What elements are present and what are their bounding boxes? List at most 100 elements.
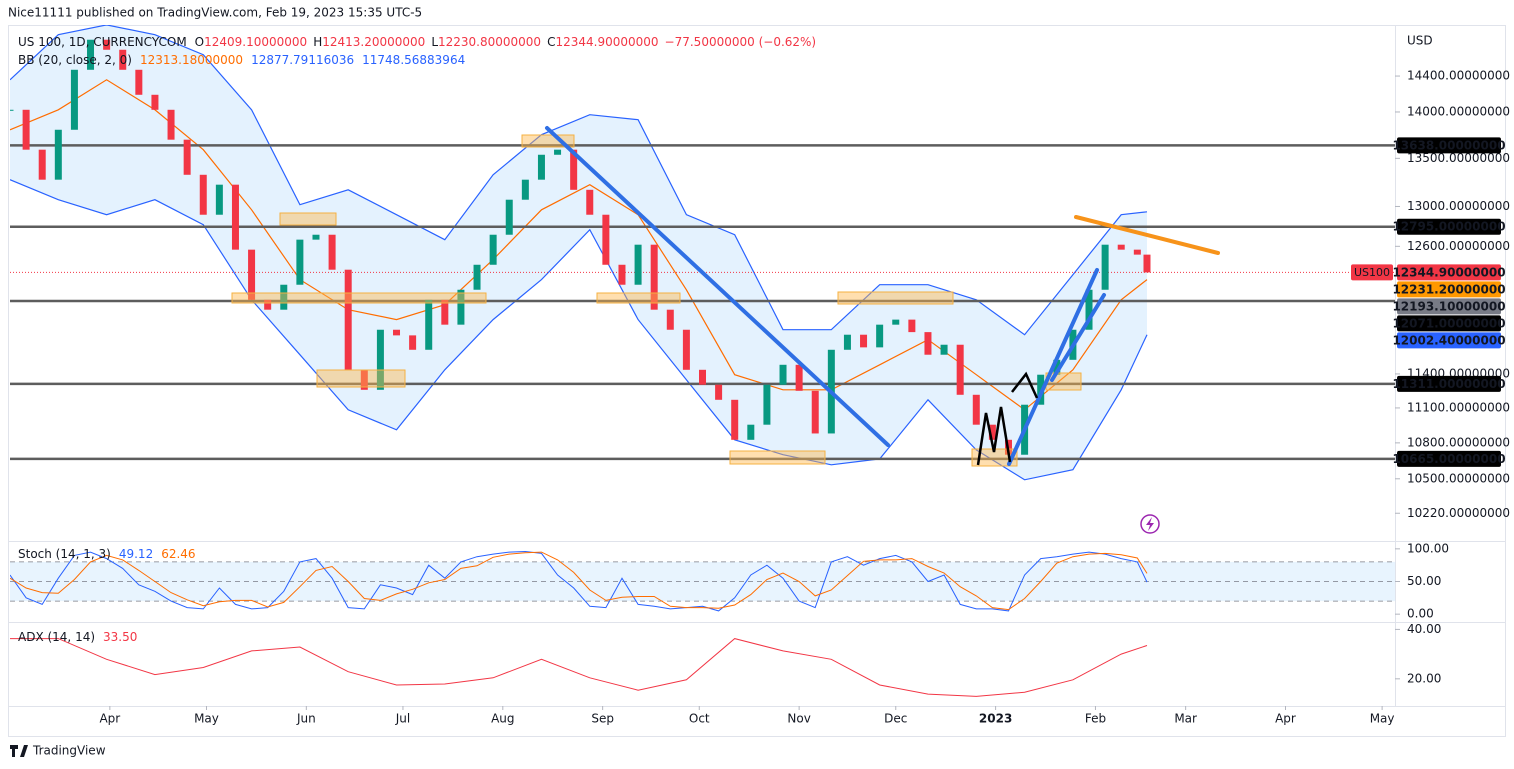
events-icon[interactable] [1140,514,1160,534]
candle [537,154,545,180]
candle [956,344,964,395]
price-label: 12193.10000000 [1392,299,1505,313]
x-tick-label: Sep [591,712,614,726]
y-tick-label: 50.00 [1407,574,1441,588]
candle [940,344,948,355]
adx-title: ADX (14, 14) [18,630,95,644]
price-label-bg [1397,375,1501,392]
pattern-line [1011,371,1039,399]
price-label-bg [1397,450,1501,467]
stoch-d-value: 62.46 [161,547,195,561]
indicator-line [10,551,1148,611]
candle [505,199,513,235]
x-tick-label: May [1370,712,1395,726]
y-tick-label: 100.00 [1407,541,1449,555]
candle [1101,244,1109,290]
brand-logo [10,745,28,757]
price-label-bg [1397,298,1501,315]
bb-value: 11748.56883964 [362,53,465,67]
candle [618,264,626,285]
indicator-line [10,550,1148,612]
candle [312,234,320,240]
candle [151,94,159,110]
stoch-k-value: 49.12 [119,547,153,561]
price-label: 10665.00000000 [1392,452,1505,466]
zone [279,212,337,226]
x-tick-label: Feb [1085,712,1106,726]
price-label: 12002.40000000 [1392,333,1505,347]
adx-value: 33.50 [103,630,137,644]
adx-pane [10,638,1148,697]
y-tick-label: 12600.00000000 [1407,239,1510,253]
zone [521,134,575,148]
x-tick-label: Jun [296,712,316,726]
candle [570,149,578,190]
candle [1085,289,1093,330]
ohlc-key: H [313,35,322,49]
events-icon-bolt [1146,517,1154,531]
candle [22,109,30,150]
candle [666,309,674,330]
candle [360,369,368,390]
candle [521,179,529,200]
bb-value: 12877.79116036 [251,53,354,67]
symbol-legend: US 100, 1D, CURRENCYCOM O12409.10000000 H1… [18,35,816,49]
ohlc-value: 12413.20000000 [322,35,425,49]
price-label: 12231.20000000 [1392,282,1505,296]
trend-line [1007,268,1099,466]
candle [972,394,980,425]
candle [1053,359,1061,375]
trend-line [1074,215,1220,255]
ohlc-value: 12409.10000000 [204,35,307,49]
x-tick-label: May [194,712,219,726]
symbol: US 100, 1D, CURRENCYCOM [18,35,187,49]
candle [908,319,916,333]
x-tick-label: Apr [1275,712,1296,726]
candle [795,364,803,391]
candle [248,249,256,300]
y-tick-label: 13500.00000000 [1407,151,1510,165]
y-tick-label: 11100.00000000 [1407,400,1510,414]
x-tick-label: 2023 [979,712,1012,726]
ohlc-key: O [195,35,204,49]
candle [473,264,481,290]
zone [729,450,826,465]
candle [425,299,433,350]
brand: TradingView [10,744,106,758]
band-line [10,179,1148,481]
zone [231,292,487,304]
candle [103,39,111,50]
y-tick-label: 13000.00000000 [1407,199,1510,213]
zone [316,369,406,388]
y-tick-label: 0.00 [1407,607,1434,621]
candle [1143,254,1151,273]
candle [763,384,771,425]
candle [441,299,449,325]
candle [10,109,14,111]
candle [54,129,62,180]
indicator-line [10,638,1148,697]
zone [837,291,954,305]
x-tick-label: Jul [395,712,410,726]
candle [215,184,223,215]
candle [199,174,207,215]
currency: USD [1407,34,1433,48]
candle [586,189,594,215]
candle [87,39,95,70]
candle [119,49,127,70]
y-tick-label: 10220.00000000 [1407,506,1510,520]
change: −77.50000000 (−0.62%) [665,35,817,49]
candle [650,244,658,310]
y-tick-label: 10800.00000000 [1407,435,1510,449]
ohlc-value: 12344.90000000 [555,35,658,49]
price-label-bg [1397,281,1501,298]
pattern-line [976,406,1012,466]
candle [988,424,996,440]
symbol-tag: US100 [1354,266,1390,279]
y-tick-label: 20.00 [1407,671,1441,685]
stoch-title: Stoch (14, 1, 3) [18,547,111,561]
candle [393,329,401,336]
trend-line [1050,293,1106,382]
band-line [10,79,1148,411]
candle [38,149,46,180]
